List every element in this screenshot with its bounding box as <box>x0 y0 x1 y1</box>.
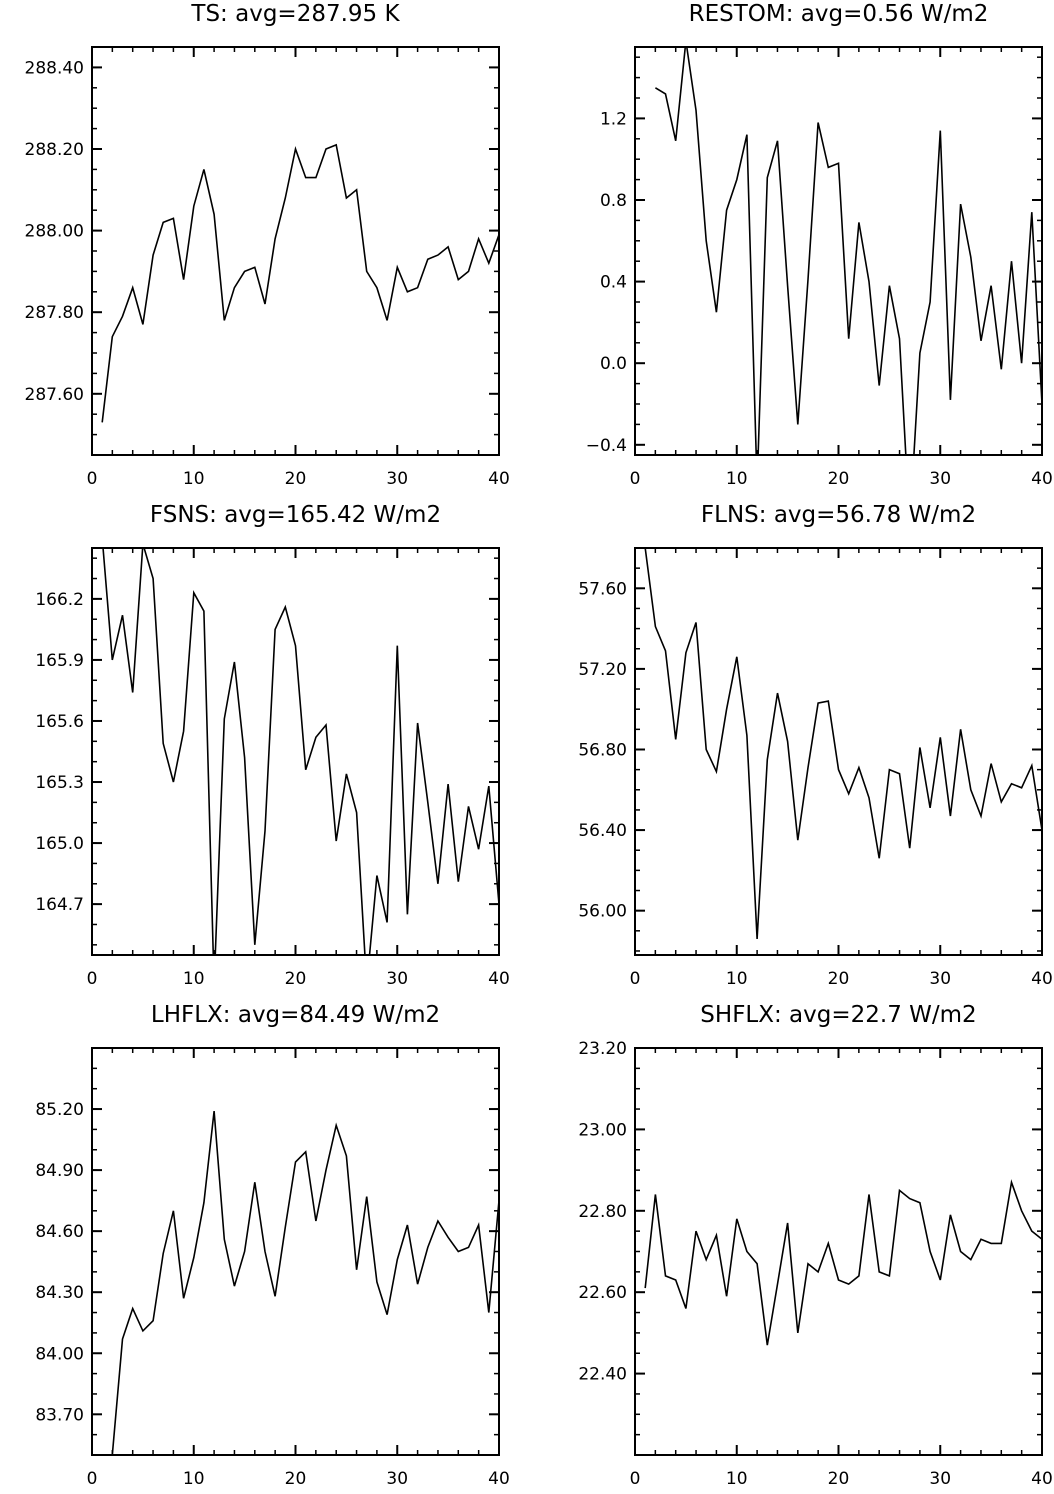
y-tick-label: 84.60 <box>35 1222 84 1242</box>
y-tick-label: 164.7 <box>35 895 84 915</box>
x-tick-label: 40 <box>488 469 510 489</box>
y-tick-label: 288.20 <box>25 140 84 160</box>
x-tick-label: 0 <box>87 469 98 489</box>
y-tick-label: 165.0 <box>35 834 84 854</box>
x-tick-label: 30 <box>386 969 408 989</box>
y-tick-label: 56.40 <box>578 821 627 841</box>
y-tick-label: 23.20 <box>578 1039 627 1059</box>
y-tick-label: 22.40 <box>578 1365 627 1385</box>
panel-4: FLNS: avg=56.78 W/m2 0 10 20 30 40 56.00 56.40 5… <box>578 502 1052 989</box>
x-tick-label: 10 <box>183 469 205 489</box>
x-tick-label: 30 <box>386 469 408 489</box>
x-tick-label: 20 <box>285 469 307 489</box>
x-tick-label: 20 <box>285 1469 307 1489</box>
x-tick-label: 40 <box>488 969 510 989</box>
y-tick-label: 1.2 <box>600 109 627 129</box>
x-tick-label: 0 <box>630 969 641 989</box>
panel-2: RESTOM: avg=0.56 W/m2 0 10 20 30 40 −0.4 0.0 0.4… <box>586 1 1053 489</box>
y-tick-label: 83.70 <box>35 1405 84 1425</box>
panel-title: TS: avg=287.95 K <box>190 1 400 27</box>
plot-frame <box>91 1047 500 1456</box>
x-tick-label: 40 <box>1031 469 1053 489</box>
series-line <box>111 1111 499 1455</box>
plot-frame <box>91 547 500 956</box>
series-line <box>654 47 1042 455</box>
y-tick-label: 288.40 <box>25 58 84 78</box>
y-tick-label: 22.60 <box>578 1283 627 1303</box>
x-tick-label: 20 <box>285 969 307 989</box>
x-tick-label: 10 <box>726 1469 748 1489</box>
y-tick-label: 56.00 <box>578 902 627 922</box>
plot-frame <box>91 46 500 456</box>
y-tick-label: 22.80 <box>578 1202 627 1222</box>
x-tick-label: 10 <box>726 469 748 489</box>
series-line <box>101 143 499 423</box>
series-line <box>102 548 499 955</box>
x-tick-label: 20 <box>828 969 850 989</box>
x-tick-label: 40 <box>1031 969 1053 989</box>
panel-6: SHFLX: avg=22.7 W/m2 0 10 20 30 40 22.40 22.60 2… <box>578 1002 1052 1489</box>
y-tick-label: 84.00 <box>35 1344 84 1364</box>
x-tick-label: 10 <box>183 969 205 989</box>
plot-frame <box>634 1047 1043 1456</box>
x-tick-label: 10 <box>183 1469 205 1489</box>
plot-frame <box>634 547 1043 956</box>
panel-title: SHFLX: avg=22.7 W/m2 <box>700 1002 976 1028</box>
y-tick-label: 288.00 <box>25 222 84 242</box>
y-tick-label: 165.6 <box>35 712 84 732</box>
x-tick-label: 30 <box>929 469 951 489</box>
x-tick-label: 20 <box>828 469 850 489</box>
panel-title: FLNS: avg=56.78 W/m2 <box>701 502 976 528</box>
y-tick-label: 165.9 <box>35 651 84 671</box>
panel-title: FSNS: avg=165.42 W/m2 <box>150 502 441 528</box>
y-tick-label: 23.00 <box>578 1120 627 1140</box>
x-tick-label: 30 <box>929 969 951 989</box>
series-line <box>644 1179 1042 1346</box>
panel-1: TS: avg=287.95 K 0 10 20 30 40 287.60 287.80 288… <box>25 1 510 489</box>
y-tick-label: 287.60 <box>25 385 84 405</box>
y-tick-label: 84.90 <box>35 1161 84 1181</box>
y-tick-label: 0.8 <box>600 191 627 211</box>
x-tick-label: 40 <box>1031 1469 1053 1489</box>
y-tick-label: 84.30 <box>35 1283 84 1303</box>
y-tick-label: 57.60 <box>578 579 627 599</box>
panel-3: FSNS: avg=165.42 W/m2 0 10 20 30 40 164.7 165.0… <box>35 502 509 989</box>
x-tick-label: 30 <box>929 1469 951 1489</box>
y-tick-label: 0.0 <box>600 354 627 374</box>
x-tick-label: 40 <box>488 1469 510 1489</box>
y-tick-label: 57.20 <box>578 660 627 680</box>
panel-5: LHFLX: avg=84.49 W/m2 0 10 20 30 40 83.70 84.00… <box>35 1002 509 1489</box>
x-tick-label: 20 <box>828 1469 850 1489</box>
y-tick-label: −0.4 <box>586 436 627 456</box>
y-tick-label: 166.2 <box>35 590 84 610</box>
y-tick-label: 85.20 <box>35 1100 84 1120</box>
panel-title: LHFLX: avg=84.49 W/m2 <box>151 1002 440 1028</box>
x-tick-label: 0 <box>630 469 641 489</box>
x-tick-label: 0 <box>87 969 98 989</box>
y-tick-label: 165.3 <box>35 773 84 793</box>
series-line <box>644 548 1042 939</box>
y-tick-label: 287.80 <box>25 303 84 323</box>
y-tick-label: 56.80 <box>578 740 627 760</box>
x-tick-label: 0 <box>630 1469 641 1489</box>
x-tick-label: 0 <box>87 1469 98 1489</box>
x-tick-label: 10 <box>726 969 748 989</box>
y-tick-label: 0.4 <box>600 273 627 293</box>
panel-title: RESTOM: avg=0.56 W/m2 <box>689 1 989 27</box>
x-tick-label: 30 <box>386 1469 408 1489</box>
